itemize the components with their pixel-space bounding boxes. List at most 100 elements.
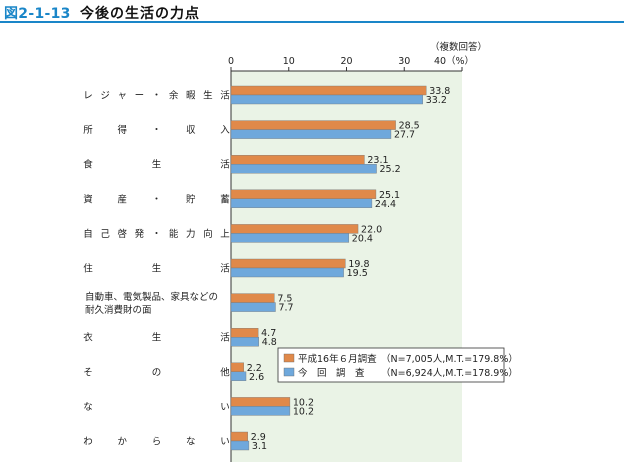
figure-number: 図2-1-13 bbox=[4, 6, 71, 22]
category-label: ・ bbox=[152, 229, 162, 240]
category-label: 資 bbox=[83, 193, 93, 205]
bar-current-survey bbox=[230, 267, 344, 278]
category-label: 力 bbox=[186, 228, 196, 240]
category-label: ー bbox=[135, 91, 145, 102]
bar-previous-survey bbox=[230, 85, 427, 96]
data-label: 33.2 bbox=[426, 95, 447, 106]
data-label: 33.8 bbox=[429, 86, 450, 97]
figure-header: 図2-1-13 今後の生活の力点 bbox=[0, 0, 624, 24]
category-label: 入 bbox=[220, 125, 230, 136]
category-label: 自動車、電気製品、家具などの bbox=[85, 291, 218, 303]
bar-previous-survey bbox=[230, 258, 346, 269]
unit-note: （複数回答） bbox=[430, 41, 487, 53]
bar-previous-survey bbox=[230, 328, 259, 338]
bar-previous-survey bbox=[230, 224, 359, 234]
category-label: い bbox=[220, 402, 230, 413]
bar-current-survey bbox=[230, 337, 259, 347]
data-label: 25.2 bbox=[380, 164, 401, 175]
data-label: 23.1 bbox=[367, 155, 388, 166]
bar-current-survey bbox=[230, 233, 350, 243]
category-label: な bbox=[83, 402, 93, 413]
category-label: 得 bbox=[117, 124, 127, 136]
category-label: 己 bbox=[100, 229, 110, 240]
legend-box bbox=[277, 347, 505, 383]
bar-previous-survey bbox=[230, 397, 291, 407]
category-label: の bbox=[152, 367, 162, 378]
data-label: 4.8 bbox=[262, 337, 277, 348]
category-label: 能 bbox=[169, 228, 179, 240]
legend-swatch bbox=[283, 353, 295, 363]
category-label: 食 bbox=[83, 159, 93, 171]
category-label: 耐久消費財の面 bbox=[85, 304, 152, 316]
bar-previous-survey bbox=[230, 120, 396, 130]
category-label: 自 bbox=[83, 228, 93, 240]
legend-series-note: （N=7,005人,M.T.=179.8%） bbox=[381, 353, 518, 365]
legend-series-name: 平成16年６月調査 bbox=[298, 353, 377, 365]
data-label: 2.2 bbox=[247, 363, 262, 374]
bar-current-survey bbox=[230, 163, 377, 174]
figure-title: 今後の生活の力点 bbox=[80, 6, 200, 22]
data-label: 2.9 bbox=[251, 432, 266, 443]
data-label: 7.7 bbox=[278, 303, 293, 314]
category-label: 活 bbox=[220, 159, 230, 171]
category-label: 生 bbox=[203, 90, 213, 102]
data-label: 24.4 bbox=[375, 199, 396, 210]
data-label: 19.8 bbox=[348, 259, 369, 270]
category-label: 所 bbox=[83, 125, 93, 136]
bar-previous-survey bbox=[230, 154, 365, 165]
category-label: 貯 bbox=[186, 194, 196, 205]
category-label: わ bbox=[83, 437, 93, 448]
category-label: 活 bbox=[220, 263, 230, 275]
bar-previous-survey bbox=[230, 431, 248, 442]
category-label: 生 bbox=[152, 332, 162, 344]
data-label: 27.7 bbox=[394, 130, 415, 141]
category-label: な bbox=[186, 437, 196, 448]
x-tick-label: 40（%） bbox=[434, 55, 474, 67]
category-label: ジ bbox=[100, 91, 110, 102]
data-label: 25.1 bbox=[379, 190, 400, 201]
bar-current-survey bbox=[230, 371, 247, 381]
category-label: 向 bbox=[203, 228, 213, 240]
bar-current-survey bbox=[230, 94, 423, 105]
bar-current-survey bbox=[230, 198, 373, 209]
category-label: ・ bbox=[152, 91, 162, 102]
bar-current-survey bbox=[230, 406, 291, 416]
data-label: 20.4 bbox=[352, 233, 373, 244]
category-label: 余 bbox=[169, 90, 179, 102]
bar-current-survey bbox=[230, 440, 250, 451]
data-label: 10.2 bbox=[293, 397, 314, 408]
legend-series-note: （N=6,924人,M.T.=178.9%） bbox=[381, 367, 518, 379]
x-tick-label: 30 bbox=[398, 56, 410, 67]
legend-swatch bbox=[283, 367, 295, 377]
x-tick-label: 20 bbox=[340, 56, 352, 67]
data-label: 4.7 bbox=[261, 328, 276, 339]
category-label: 啓 bbox=[117, 228, 127, 240]
bar-current-survey bbox=[230, 302, 276, 312]
category-label: レ bbox=[83, 91, 93, 102]
category-label: 発 bbox=[135, 228, 145, 240]
bar-previous-survey bbox=[230, 362, 244, 372]
category-label: 上 bbox=[220, 229, 230, 240]
category-label: 産 bbox=[117, 193, 127, 205]
category-label: ャ bbox=[117, 91, 127, 102]
legend-series-name: 今 回 調 査 bbox=[298, 367, 365, 379]
category-label: 衣 bbox=[83, 332, 93, 344]
data-label: 28.5 bbox=[399, 121, 420, 132]
category-label: 蓄 bbox=[220, 193, 230, 205]
data-label: 22.0 bbox=[361, 224, 382, 235]
category-label: ら bbox=[152, 437, 162, 448]
data-label: 19.5 bbox=[347, 268, 368, 279]
category-label: ・ bbox=[152, 194, 162, 205]
category-label: 生 bbox=[152, 263, 162, 275]
category-label: 住 bbox=[83, 263, 93, 275]
bar-previous-survey bbox=[230, 189, 377, 200]
category-label: い bbox=[220, 437, 230, 448]
category-label: ・ bbox=[152, 125, 162, 136]
category-label: 他 bbox=[220, 366, 230, 378]
category-label: か bbox=[117, 437, 127, 448]
category-label: そ bbox=[83, 367, 93, 378]
bar-current-survey bbox=[230, 129, 392, 139]
x-tick-label: 10 bbox=[283, 56, 295, 67]
x-tick-label: 0 bbox=[228, 56, 234, 67]
